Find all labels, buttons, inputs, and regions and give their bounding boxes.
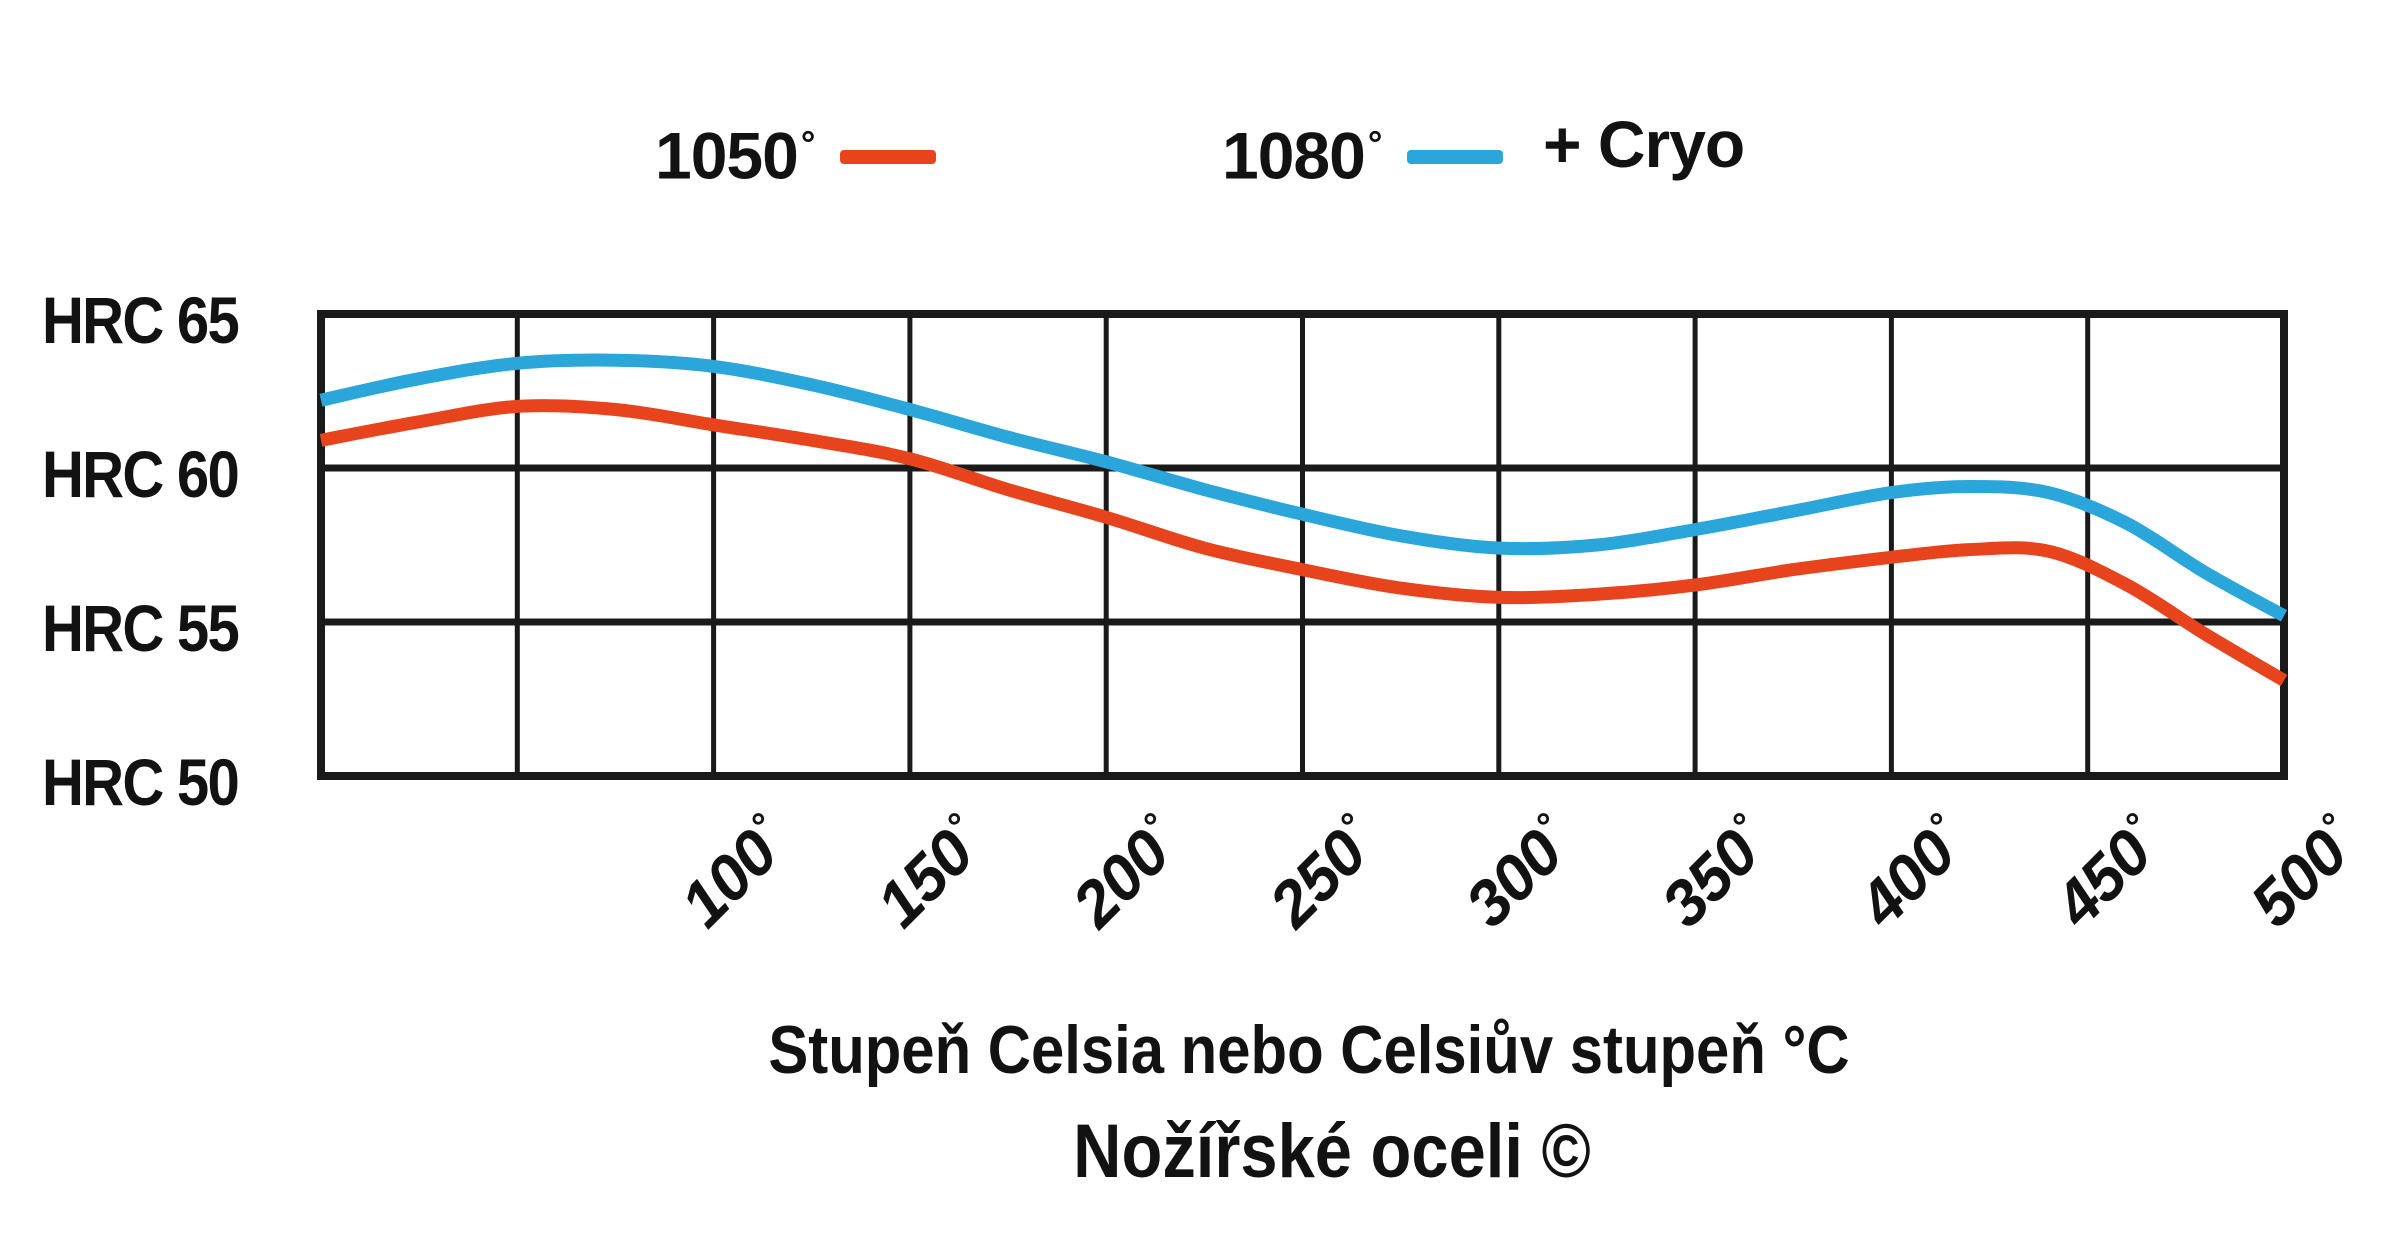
- y-axis-label-hrc-60: HRC 60: [42, 437, 240, 511]
- y-axis-label-hrc-65: HRC 65: [42, 283, 240, 357]
- y-axis-label-hrc-55: HRC 55: [42, 591, 240, 665]
- legend-label-1050-number: 1050: [655, 118, 799, 193]
- grid-lines: [321, 314, 2284, 776]
- legend-swatch-1080-cryo: [1407, 150, 1503, 164]
- legend-label-1050: 1050°: [655, 104, 815, 196]
- x-tick-150: 150°: [862, 805, 987, 941]
- legend-swatch-1050: [840, 150, 936, 164]
- x-tick-100: 100°: [666, 805, 791, 941]
- legend-label-cryo: + Cryo: [1543, 107, 1745, 181]
- x-tick-250: 250°: [1255, 805, 1380, 941]
- x-tick-500: 500°: [2236, 805, 2361, 941]
- legend-label-1080: 1080°: [1222, 104, 1382, 196]
- x-tick-350: 350°: [1647, 805, 1772, 941]
- plot-svg: [317, 310, 2288, 780]
- degree-symbol: °: [800, 123, 815, 164]
- y-axis-label-hrc-50: HRC 50: [42, 745, 240, 819]
- x-tick-300: 300°: [1451, 805, 1576, 941]
- x-axis-title: Stupeň Celsia nebo Celsiův stupeň °C: [768, 1012, 1850, 1088]
- credit-line: Nožířské oceli ©: [1073, 1109, 1591, 1194]
- plot-border: [317, 310, 2288, 780]
- legend-label-1080-number: 1080: [1222, 118, 1366, 193]
- x-tick-450: 450°: [2040, 805, 2165, 941]
- x-tick-400: 400°: [1844, 805, 1969, 941]
- degree-symbol: °: [1367, 123, 1382, 164]
- curve-1050: [319, 399, 2288, 687]
- curve-1080-cryo: [319, 353, 2288, 622]
- x-tick-200: 200°: [1058, 805, 1183, 941]
